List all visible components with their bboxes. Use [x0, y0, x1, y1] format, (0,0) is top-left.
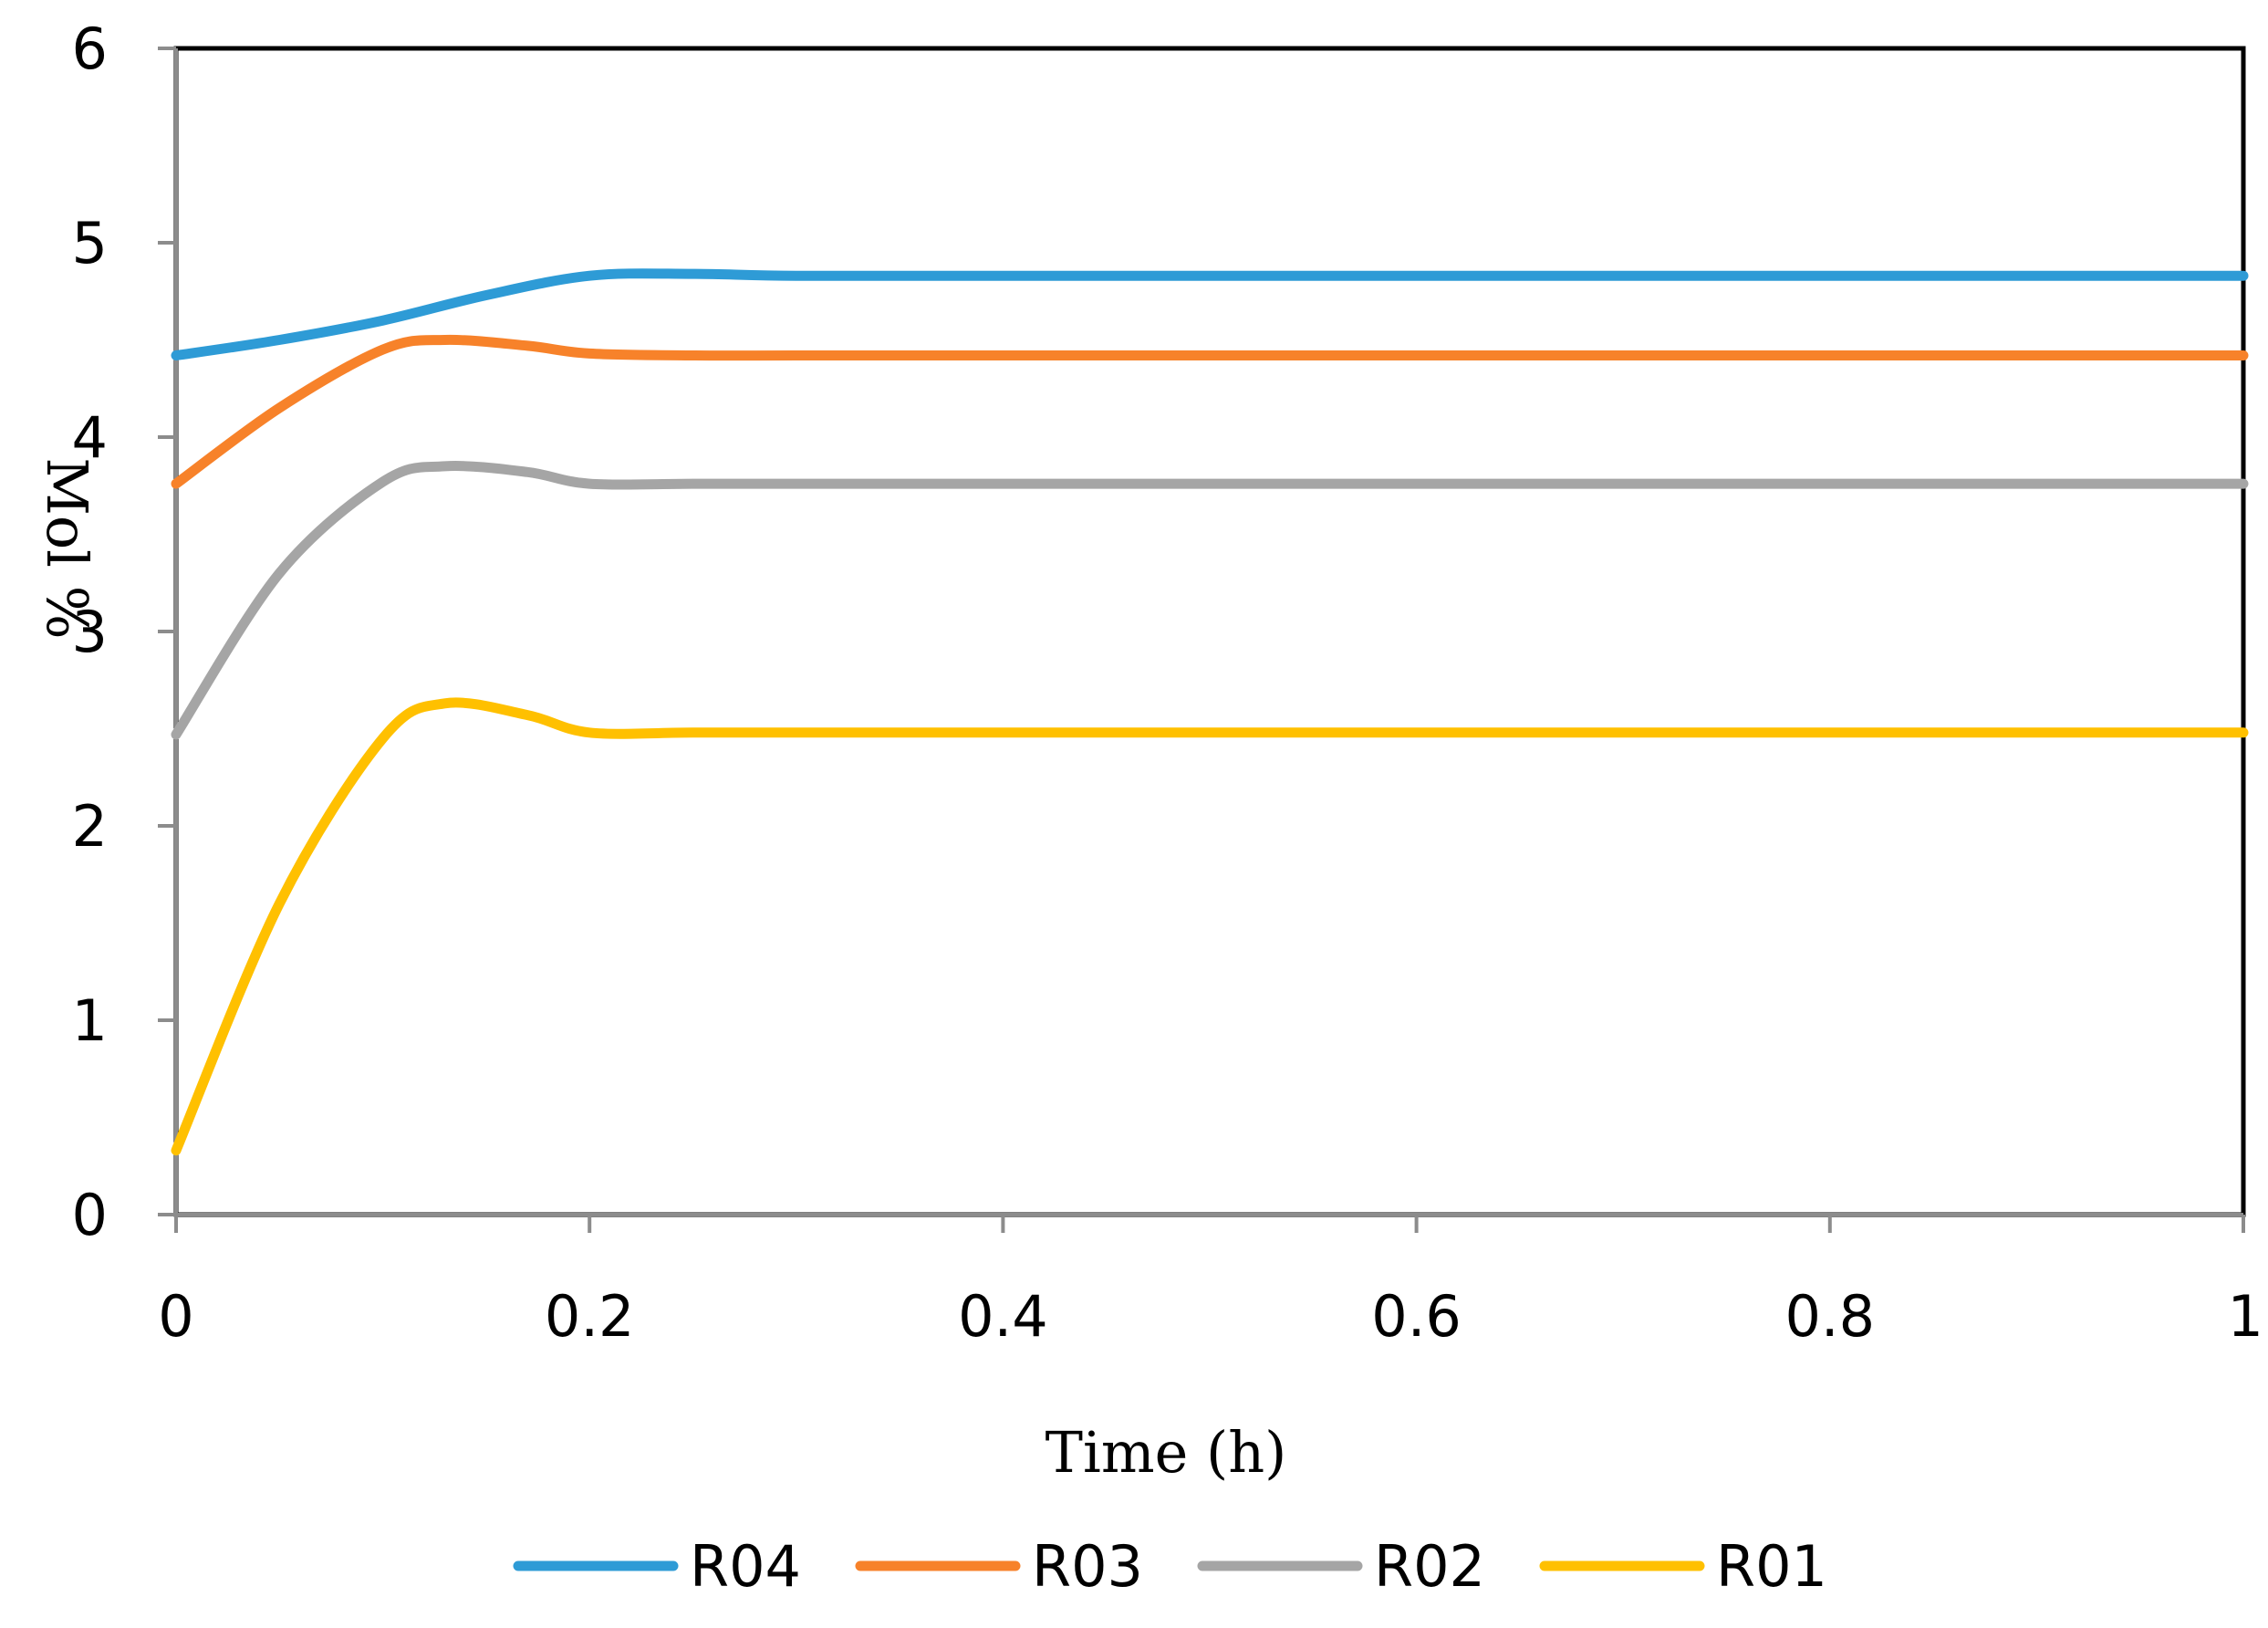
y-tick-label: 5: [72, 210, 108, 277]
legend-item-r03: R03: [855, 1533, 1143, 1600]
series-lines: [171, 268, 2249, 1156]
legend-label: R01: [1716, 1533, 1827, 1600]
series-line-r04: [171, 268, 2249, 360]
y-tick-label: 6: [72, 16, 108, 82]
x-axis-title: Time (h): [1046, 1419, 1287, 1486]
x-tick-label: 1: [2228, 1283, 2263, 1350]
x-axis-ticks: 0 0.2 0.4 0.6 0.8 1: [158, 1215, 2263, 1350]
plot-frame: [173, 46, 2246, 1217]
x-tick-label: 0: [158, 1283, 193, 1350]
x-tick-label: 0.8: [1784, 1283, 1875, 1350]
y-tick-label: 4: [72, 404, 108, 471]
y-tick-label: 3: [72, 599, 108, 665]
series-line-r01: [171, 697, 2249, 1156]
y-axis-ticks: 0 1 2 3 4 5 6: [72, 16, 176, 1248]
series-line-r03: [171, 334, 2249, 489]
x-tick-label: 0.6: [1371, 1283, 1462, 1350]
legend-label: R02: [1374, 1533, 1485, 1600]
y-tick-label: 0: [72, 1182, 108, 1248]
legend-item-r02: R02: [1197, 1533, 1485, 1600]
legend-label: R04: [690, 1533, 801, 1600]
legend: R04 R03 R02 R01: [513, 1533, 1827, 1600]
legend-item-r01: R01: [1539, 1533, 1827, 1600]
x-tick-label: 0.4: [958, 1283, 1048, 1350]
y-axis-title: Mol %: [34, 457, 100, 639]
series-line-r02: [171, 461, 2249, 740]
y-tick-label: 1: [72, 987, 108, 1054]
legend-label: R03: [1032, 1533, 1143, 1600]
x-tick-label: 0.2: [545, 1283, 635, 1350]
y-tick-label: 2: [72, 793, 108, 860]
legend-item-r04: R04: [513, 1533, 801, 1600]
